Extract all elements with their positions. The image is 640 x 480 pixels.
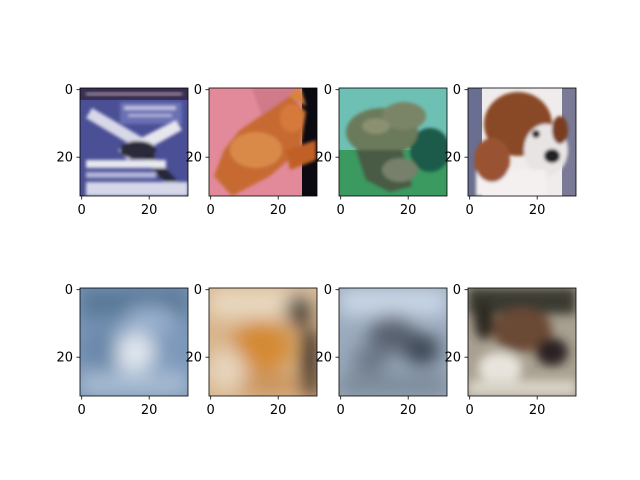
panel-3-xtick-label-1: 20 bbox=[400, 203, 417, 218]
panel-3-xtick-label-0: 0 bbox=[337, 203, 345, 218]
panel-6-xtick-label-0: 0 bbox=[207, 403, 215, 418]
panel-3-ytick-label-0: 0 bbox=[324, 83, 332, 98]
image-reconstruction-3 bbox=[339, 288, 447, 396]
panel-8-ytick-label-1: 20 bbox=[444, 351, 461, 366]
panel-1-frame bbox=[79, 87, 189, 197]
image-reconstruction-1 bbox=[80, 288, 188, 396]
panel-6-xtick-label-1: 20 bbox=[270, 403, 287, 418]
panel-7-frame bbox=[338, 287, 448, 397]
panel-5-ytick-label-1: 20 bbox=[56, 351, 73, 366]
panel-8-xtick-label-1: 20 bbox=[529, 403, 546, 418]
panel-4-xtick-label-1: 20 bbox=[529, 203, 546, 218]
image-airplane bbox=[80, 88, 188, 196]
panel-3-frame bbox=[338, 87, 448, 197]
panel-2-xtick-label-0: 0 bbox=[207, 203, 215, 218]
image-reconstruction-2 bbox=[209, 288, 317, 396]
panel-7-xtick-label-1: 20 bbox=[400, 403, 417, 418]
panel-4-ytick-label-0: 0 bbox=[453, 83, 461, 98]
panel-4-xtick-label-0: 0 bbox=[466, 203, 474, 218]
panel-6-ytick-label-0: 0 bbox=[194, 283, 202, 298]
panel-7-xtick-label-0: 0 bbox=[337, 403, 345, 418]
panel-7-ytick-label-0: 0 bbox=[324, 283, 332, 298]
panel-8-xtick-label-0: 0 bbox=[466, 403, 474, 418]
panel-6-frame bbox=[208, 287, 318, 397]
image-dog bbox=[468, 88, 576, 196]
panel-5-ytick-label-0: 0 bbox=[65, 283, 73, 298]
panel-1-ytick-label-1: 20 bbox=[56, 151, 73, 166]
image-frog bbox=[339, 88, 447, 196]
image-cat bbox=[209, 88, 317, 196]
panel-1-xtick-label-0: 0 bbox=[78, 203, 86, 218]
panel-1-xtick-label-1: 20 bbox=[141, 203, 158, 218]
panel-6-ytick-label-1: 20 bbox=[185, 351, 202, 366]
image-reconstruction-4 bbox=[468, 288, 576, 396]
panel-5-frame bbox=[79, 287, 189, 397]
panel-5-xtick-label-1: 20 bbox=[141, 403, 158, 418]
axes-layer: 0 20 0 20 0 20 0 20 0 20 0 20 0 20 0 20 0 20 0 20 0 20 0 20 0 20 0… bbox=[56, 83, 577, 418]
panel-2-ytick-label-1: 20 bbox=[185, 151, 202, 166]
panel-4-frame bbox=[467, 87, 577, 197]
panel-2-xtick-label-1: 20 bbox=[270, 203, 287, 218]
panel-8-ytick-label-0: 0 bbox=[453, 283, 461, 298]
panel-2-frame bbox=[208, 87, 318, 197]
panel-8-frame bbox=[467, 287, 577, 397]
panel-3-ytick-label-1: 20 bbox=[315, 151, 332, 166]
panel-5-xtick-label-0: 0 bbox=[78, 403, 86, 418]
panel-2-ytick-label-0: 0 bbox=[194, 83, 202, 98]
panel-7-ytick-label-1: 20 bbox=[315, 351, 332, 366]
panel-1-ytick-label-0: 0 bbox=[65, 83, 73, 98]
panel-4-ytick-label-1: 20 bbox=[444, 151, 461, 166]
